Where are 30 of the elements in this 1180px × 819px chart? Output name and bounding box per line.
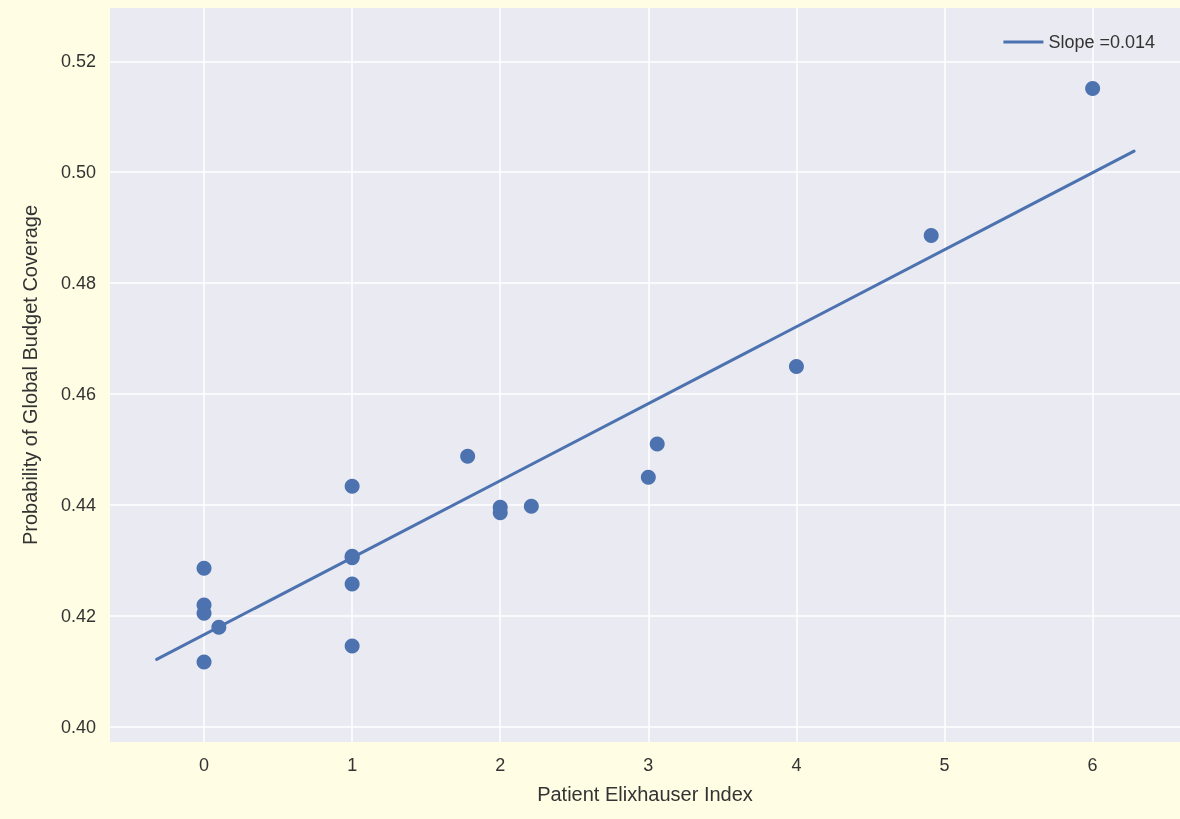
point — [344, 576, 360, 592]
point — [523, 498, 539, 514]
point — [923, 227, 939, 243]
x-tick-label: 4 — [791, 755, 802, 775]
y-tick-label: 0.46 — [60, 384, 96, 405]
point — [460, 448, 476, 464]
point — [640, 469, 656, 485]
y-axis-title: Probability of Global Budget Coverage — [19, 204, 41, 546]
legend-label: Slope =0.014 — [1048, 32, 1155, 52]
x-tick-label: 1 — [347, 755, 358, 775]
point — [1085, 80, 1101, 96]
y-tick-label: 0.48 — [60, 273, 96, 294]
x-tick-label: 6 — [1087, 755, 1098, 775]
x-tick-label: 0 — [199, 755, 210, 775]
y-tick-label: 0.52 — [60, 51, 96, 72]
point — [788, 358, 804, 374]
x-tick-label: 2 — [495, 755, 506, 775]
x-axis-title: Patient Elixhauser Index — [537, 783, 753, 805]
y-tick-label: 0.40 — [60, 717, 96, 738]
point — [649, 436, 665, 452]
point — [211, 619, 227, 635]
point — [344, 478, 360, 494]
point — [196, 654, 212, 670]
point — [344, 638, 360, 654]
x-tick-label: 5 — [939, 755, 950, 775]
y-tick-label: 0.50 — [60, 162, 96, 183]
point — [196, 560, 212, 576]
x-tick-label: 3 — [643, 755, 654, 775]
y-tick-label: 0.42 — [60, 606, 96, 627]
y-tick-label: 0.44 — [60, 495, 96, 516]
